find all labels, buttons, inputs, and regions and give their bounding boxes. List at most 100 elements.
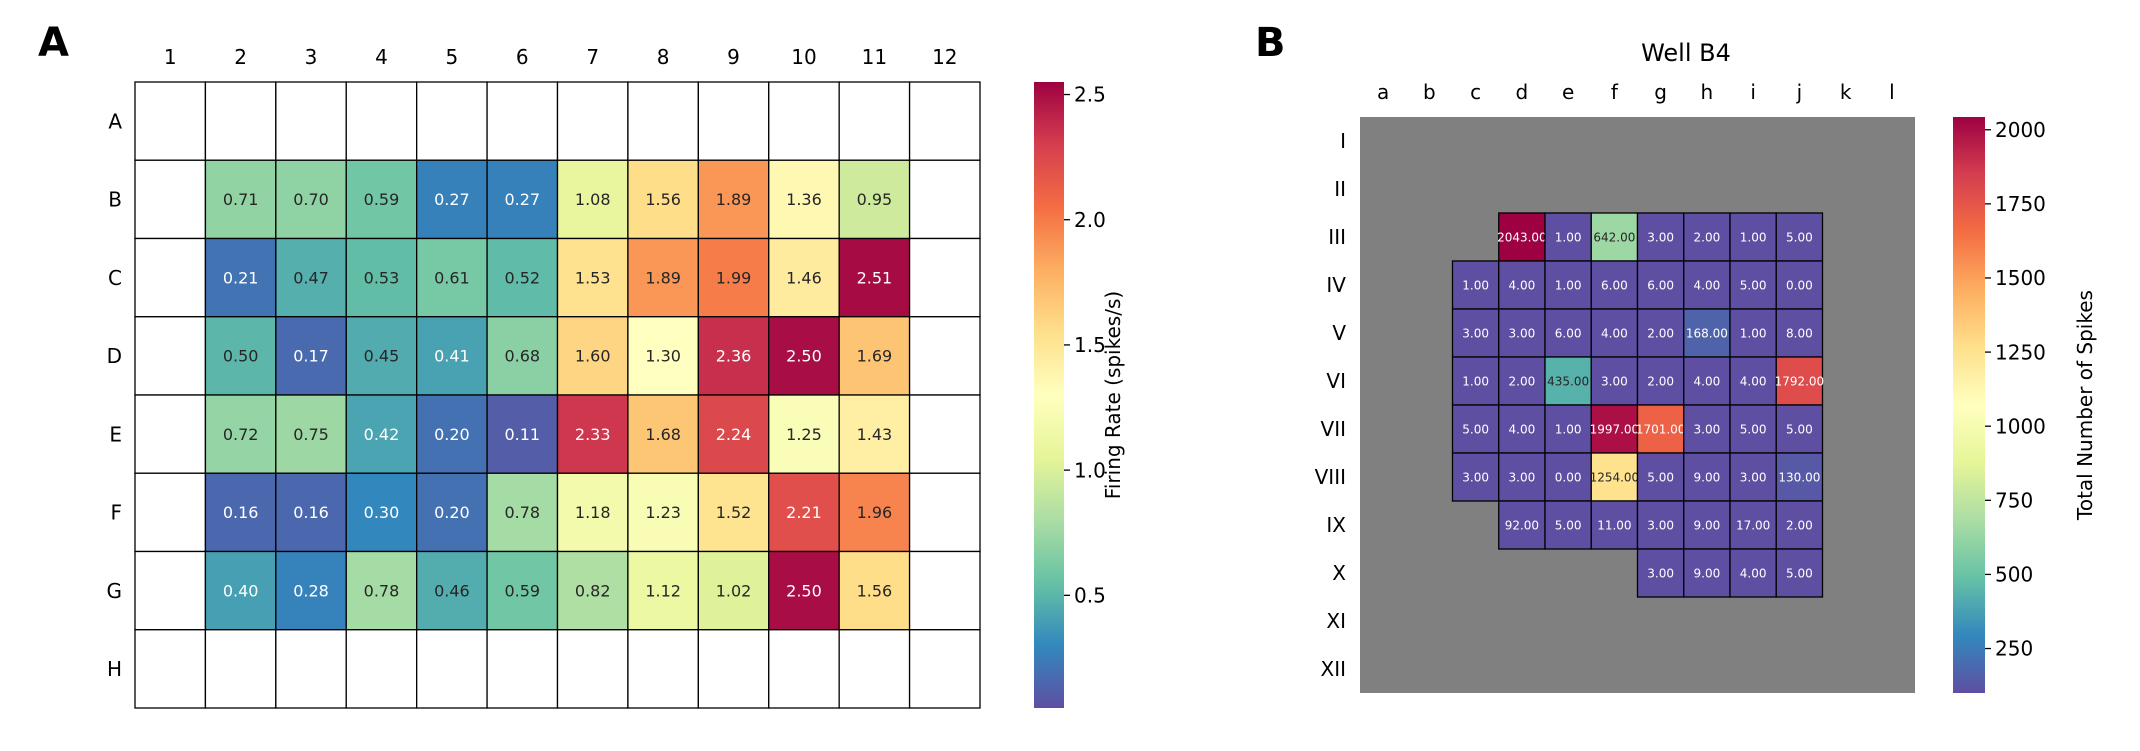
cell-value-label: 1.08 xyxy=(575,190,611,209)
cell-value-label: 0.16 xyxy=(223,503,259,522)
cell-value-label: 92.00 xyxy=(1505,518,1539,532)
cell-value-label: 0.16 xyxy=(293,503,329,522)
heatmap-cell-empty xyxy=(908,316,981,396)
cell-value-label: 1.00 xyxy=(1462,374,1489,388)
heatmap-cell-empty xyxy=(134,316,207,396)
column-tick-label: 10 xyxy=(791,45,816,69)
heatmap-cell xyxy=(1544,212,1592,262)
cell-value-label: 3.00 xyxy=(1694,422,1721,436)
heatmap-cell-empty xyxy=(908,472,981,553)
colorbar-gradient xyxy=(1953,117,1985,693)
column-tick-label: 3 xyxy=(305,45,318,69)
heatmap-cell xyxy=(1590,260,1639,310)
panel-b-column-ticks: a b c d e f g h i j k l xyxy=(1377,80,1895,104)
cell-value-label: 2.00 xyxy=(1509,374,1536,388)
column-tick-label: 12 xyxy=(932,45,957,69)
heatmap-cell xyxy=(486,237,559,318)
cell-value-label: 0.27 xyxy=(504,190,540,209)
heatmap-cell-empty xyxy=(556,629,629,709)
heatmap-cell xyxy=(627,237,699,318)
cell-value-label: 1.02 xyxy=(716,581,752,600)
row-tick-label: III xyxy=(1328,225,1346,249)
panel-b: B Well B4 2043.00 1.00 642.00 3.00 2.00 1.00 5… xyxy=(1255,20,2097,693)
heatmap-cell-empty xyxy=(908,550,981,631)
cell-value-label: 3.00 xyxy=(1647,566,1674,580)
heatmap-cell-empty xyxy=(204,629,277,709)
heatmap-cell-empty xyxy=(908,394,981,474)
cell-value-label: 130.00 xyxy=(1778,470,1820,484)
cell-value-label: 3.00 xyxy=(1647,230,1674,244)
heatmap-cell-empty xyxy=(134,550,207,631)
cell-value-label: 5.00 xyxy=(1740,422,1767,436)
heatmap-cell-empty xyxy=(556,81,629,161)
cell-value-label: 9.00 xyxy=(1694,566,1721,580)
column-tick-label: 9 xyxy=(727,45,740,69)
cell-value-label: 6.00 xyxy=(1647,278,1674,292)
cell-value-label: 2.24 xyxy=(716,425,752,444)
row-tick-label: IV xyxy=(1326,273,1346,297)
cell-value-label: 4.00 xyxy=(1694,278,1721,292)
cell-value-label: 0.52 xyxy=(504,268,540,287)
cell-value-label: 1.00 xyxy=(1555,422,1582,436)
cell-value-label: 0.27 xyxy=(434,190,470,209)
column-tick-label: c xyxy=(1470,80,1481,104)
heatmap-cell xyxy=(486,472,559,553)
cell-value-label: 0.45 xyxy=(364,347,400,366)
cell-value-label: 4.00 xyxy=(1601,326,1628,340)
cell-value-label: 1.56 xyxy=(645,190,681,209)
heatmap-cell xyxy=(697,159,770,240)
column-tick-label: 11 xyxy=(862,45,887,69)
colorbar-tick-label: 1.5 xyxy=(1074,333,1106,357)
row-tick-label: X xyxy=(1332,561,1346,585)
column-tick-label: 5 xyxy=(446,45,459,69)
heatmap-cell xyxy=(768,159,840,240)
cell-value-label: 5.00 xyxy=(1786,566,1813,580)
cell-value-label: 3.00 xyxy=(1462,326,1489,340)
cell-value-label: 1.18 xyxy=(575,503,611,522)
cell-value-label: 1.30 xyxy=(645,347,681,366)
cell-value-label: 2.33 xyxy=(575,425,611,444)
cell-value-label: 1701.00 xyxy=(1636,422,1686,436)
column-tick-label: b xyxy=(1423,80,1436,104)
heatmap-cell xyxy=(1451,452,1500,502)
heatmap-cell xyxy=(345,159,418,240)
heatmap-cell-empty xyxy=(134,629,207,709)
cell-value-label: 1.00 xyxy=(1740,326,1767,340)
heatmap-cell xyxy=(838,472,911,553)
panel-a-row-ticks: A B C D E F G H xyxy=(107,109,123,681)
heatmap-cell-empty xyxy=(134,237,207,318)
cell-value-label: 1.99 xyxy=(716,268,752,287)
cell-value-label: 5.00 xyxy=(1462,422,1489,436)
cell-value-label: 0.40 xyxy=(223,581,259,600)
cell-value-label: 435.00 xyxy=(1547,374,1589,388)
colorbar-gradient xyxy=(1034,82,1064,708)
heatmap-cell xyxy=(556,550,629,631)
column-tick-label: k xyxy=(1840,80,1852,104)
heatmap-cell-empty xyxy=(275,629,347,709)
cell-value-label: 0.71 xyxy=(223,190,259,209)
row-tick-label: VII xyxy=(1321,417,1346,441)
cell-value-label: 1.52 xyxy=(716,503,752,522)
row-tick-label: IX xyxy=(1326,513,1346,537)
cell-value-label: 1.60 xyxy=(575,347,611,366)
panel-b-title: Well B4 xyxy=(1641,39,1731,67)
heatmap-cell xyxy=(1636,548,1685,598)
colorbar-label: Firing Rate (spikes/s) xyxy=(1101,291,1125,499)
panel-b-colorbar: 250 500 750 1000 1250 1500 1750 2000 Total Numbe… xyxy=(1953,117,2097,693)
heatmap-cell xyxy=(556,237,629,318)
cell-value-label: 2.50 xyxy=(786,581,822,600)
column-tick-label: 1 xyxy=(164,45,177,69)
cell-value-label: 6.00 xyxy=(1555,326,1582,340)
cell-value-label: 4.00 xyxy=(1740,374,1767,388)
column-tick-label: h xyxy=(1701,80,1714,104)
heatmap-cell xyxy=(768,472,840,553)
heatmap-cell-empty xyxy=(345,629,418,709)
cell-value-label: 0.20 xyxy=(434,503,470,522)
cell-value-label: 2.51 xyxy=(857,268,893,287)
heatmap-cell xyxy=(1683,356,1731,406)
heatmap-cell-empty xyxy=(627,81,699,161)
heatmap-cell xyxy=(1590,404,1639,454)
heatmap-cell xyxy=(1544,404,1592,454)
heatmap-cell-empty xyxy=(697,629,770,709)
